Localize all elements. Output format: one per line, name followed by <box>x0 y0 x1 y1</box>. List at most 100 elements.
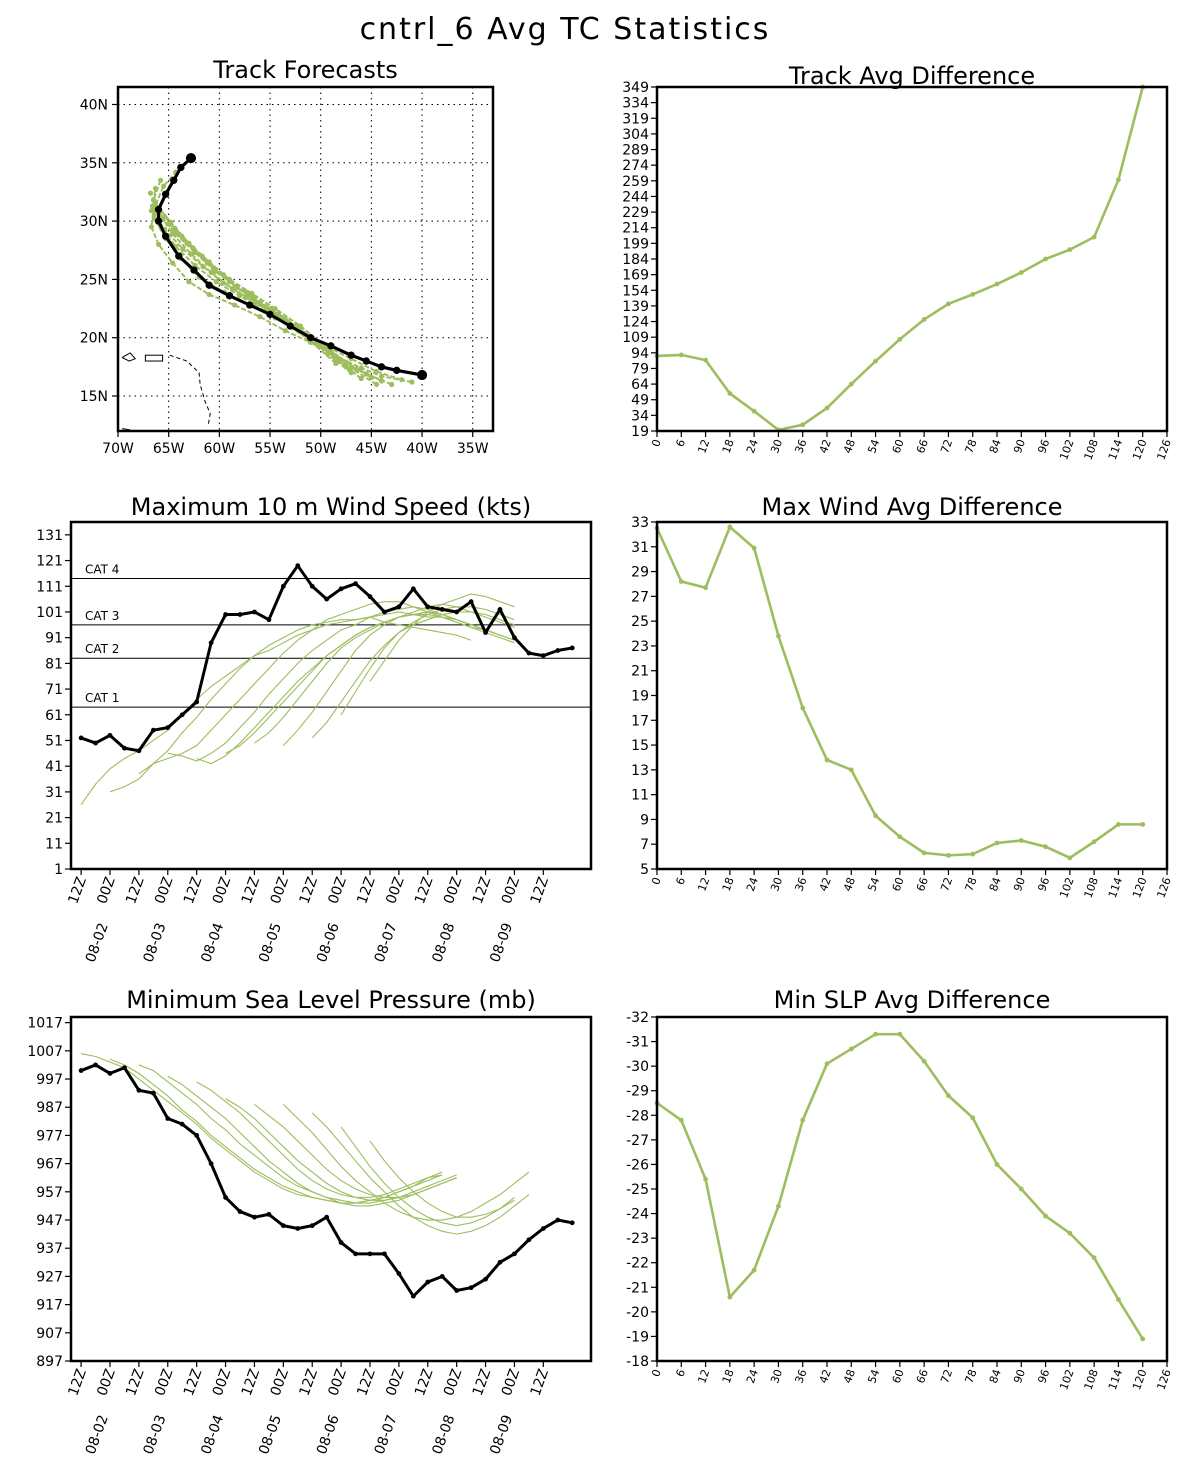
observed-point <box>266 310 274 318</box>
forecast-point <box>152 201 159 207</box>
y-tick-label: 40N <box>80 97 108 113</box>
x-tick-label: 50W <box>305 441 337 457</box>
y-tick-label: -22 <box>626 1256 649 1272</box>
forecast-line <box>340 1126 515 1227</box>
observed-point <box>122 1065 127 1071</box>
x-tick-label: 90 <box>1011 1368 1028 1386</box>
forecast-point <box>161 183 167 189</box>
x-tick-label: 00Z <box>210 875 234 906</box>
forecast-point <box>373 381 380 387</box>
data-point <box>776 633 781 639</box>
forecast-point <box>368 374 374 380</box>
forecast-point <box>152 185 159 192</box>
y-tick-label: -24 <box>626 1207 649 1223</box>
y-tick-label: 29 <box>631 565 649 581</box>
data-point <box>1140 1336 1146 1342</box>
forecast-track <box>174 227 337 365</box>
x-tick-label: 84 <box>987 876 1004 894</box>
y-tick-label: 937 <box>36 1241 63 1257</box>
forecast-point <box>373 368 380 375</box>
x-date-label: 08-06 <box>314 1413 343 1457</box>
y-tick-label: 927 <box>36 1269 63 1285</box>
y-tick-label: 957 <box>36 1185 63 1201</box>
observed-point <box>309 1223 315 1229</box>
observed-point <box>162 190 170 198</box>
forecast-track <box>158 213 362 380</box>
y-tick-label: 987 <box>36 1100 63 1116</box>
data-point <box>873 813 878 819</box>
y-tick-label: 15 <box>631 738 649 754</box>
category-label: CAT 1 <box>85 691 119 705</box>
y-tick-label: 41 <box>45 759 63 775</box>
forecast-point <box>190 245 196 251</box>
data-point <box>678 579 684 584</box>
observed-point <box>540 653 546 659</box>
forecast-point <box>409 379 415 385</box>
y-tick-label: -32 <box>626 1010 649 1026</box>
y-tick-label: 349 <box>622 80 649 96</box>
x-tick-label: 36 <box>793 1368 810 1386</box>
slp-diff-plot-border <box>655 1015 1169 1363</box>
data-point <box>1043 256 1048 262</box>
observed-point <box>425 1279 431 1285</box>
x-tick-label: 12Z <box>470 1367 494 1398</box>
y-tick-label: 917 <box>36 1298 63 1314</box>
y-tick-label: 79 <box>631 361 649 377</box>
y-tick-label: 15N <box>80 389 108 405</box>
x-tick-label: 00Z <box>268 875 292 906</box>
forecast-point <box>282 328 288 334</box>
x-tick-label: 12Z <box>354 1367 378 1398</box>
observed-point <box>280 1223 286 1229</box>
slp-plot-border <box>69 1015 593 1363</box>
coastline-lesser-antilles <box>169 354 211 426</box>
x-tick-label: 120 <box>1130 876 1149 900</box>
x-tick-label: 84 <box>987 1368 1004 1386</box>
observed-point <box>78 735 84 741</box>
observed-point <box>338 586 344 592</box>
x-tick-label: 00Z <box>383 1367 407 1398</box>
x-tick-label: 120 <box>1130 1368 1149 1392</box>
x-date-label: 08-05 <box>256 921 285 965</box>
observed-point <box>179 712 185 718</box>
x-tick-label: 70W <box>102 441 134 457</box>
observed-point <box>194 699 200 705</box>
data-point <box>897 834 903 840</box>
observed-point <box>154 217 163 225</box>
forecast-track <box>151 188 393 386</box>
coastline-hispaniola <box>121 352 137 362</box>
forecast-point <box>155 241 162 248</box>
data-point <box>678 352 684 358</box>
x-tick-label: 00Z <box>383 875 407 906</box>
y-tick-label: 154 <box>622 283 649 299</box>
data-point <box>946 852 951 858</box>
y-tick-label: 91 <box>45 631 63 647</box>
observed-point <box>223 1195 228 1200</box>
data-point <box>751 1267 757 1273</box>
y-tick-label: 184 <box>622 252 649 268</box>
data-point <box>994 1162 1000 1167</box>
coastline-puerto-rico <box>144 354 164 362</box>
forecast-point <box>220 280 227 286</box>
forecast-point <box>200 263 206 270</box>
slp-chart: Minimum Sea Level Pressure (mb) 897 907 917… <box>27 986 593 1457</box>
forecast-line <box>81 1053 443 1204</box>
data-point <box>946 301 951 307</box>
y-tick-label: -31 <box>626 1035 649 1051</box>
observed-point <box>309 583 315 589</box>
observed-point <box>165 1116 171 1121</box>
x-tick-label: 90 <box>1011 876 1028 894</box>
page-title: cntrl_6 Avg TC Statistics <box>359 12 771 47</box>
observed-point <box>569 1220 575 1226</box>
data-point <box>678 1117 684 1123</box>
x-tick-label: 54 <box>865 1368 882 1386</box>
x-date-label: 08-07 <box>372 1413 401 1457</box>
x-tick-label: 00Z <box>94 875 118 906</box>
forecast-line <box>196 1081 443 1199</box>
y-tick-label: -23 <box>626 1231 649 1247</box>
data-point <box>848 767 854 773</box>
wind-diff-title: Max Wind Avg Difference <box>762 493 1063 521</box>
y-tick-label: 139 <box>622 299 649 315</box>
wind-title: Maximum 10 m Wind Speed (kts) <box>131 493 531 521</box>
x-date-label: 08-06 <box>314 921 343 965</box>
slp-title: Minimum Sea Level Pressure (mb) <box>126 986 536 1014</box>
